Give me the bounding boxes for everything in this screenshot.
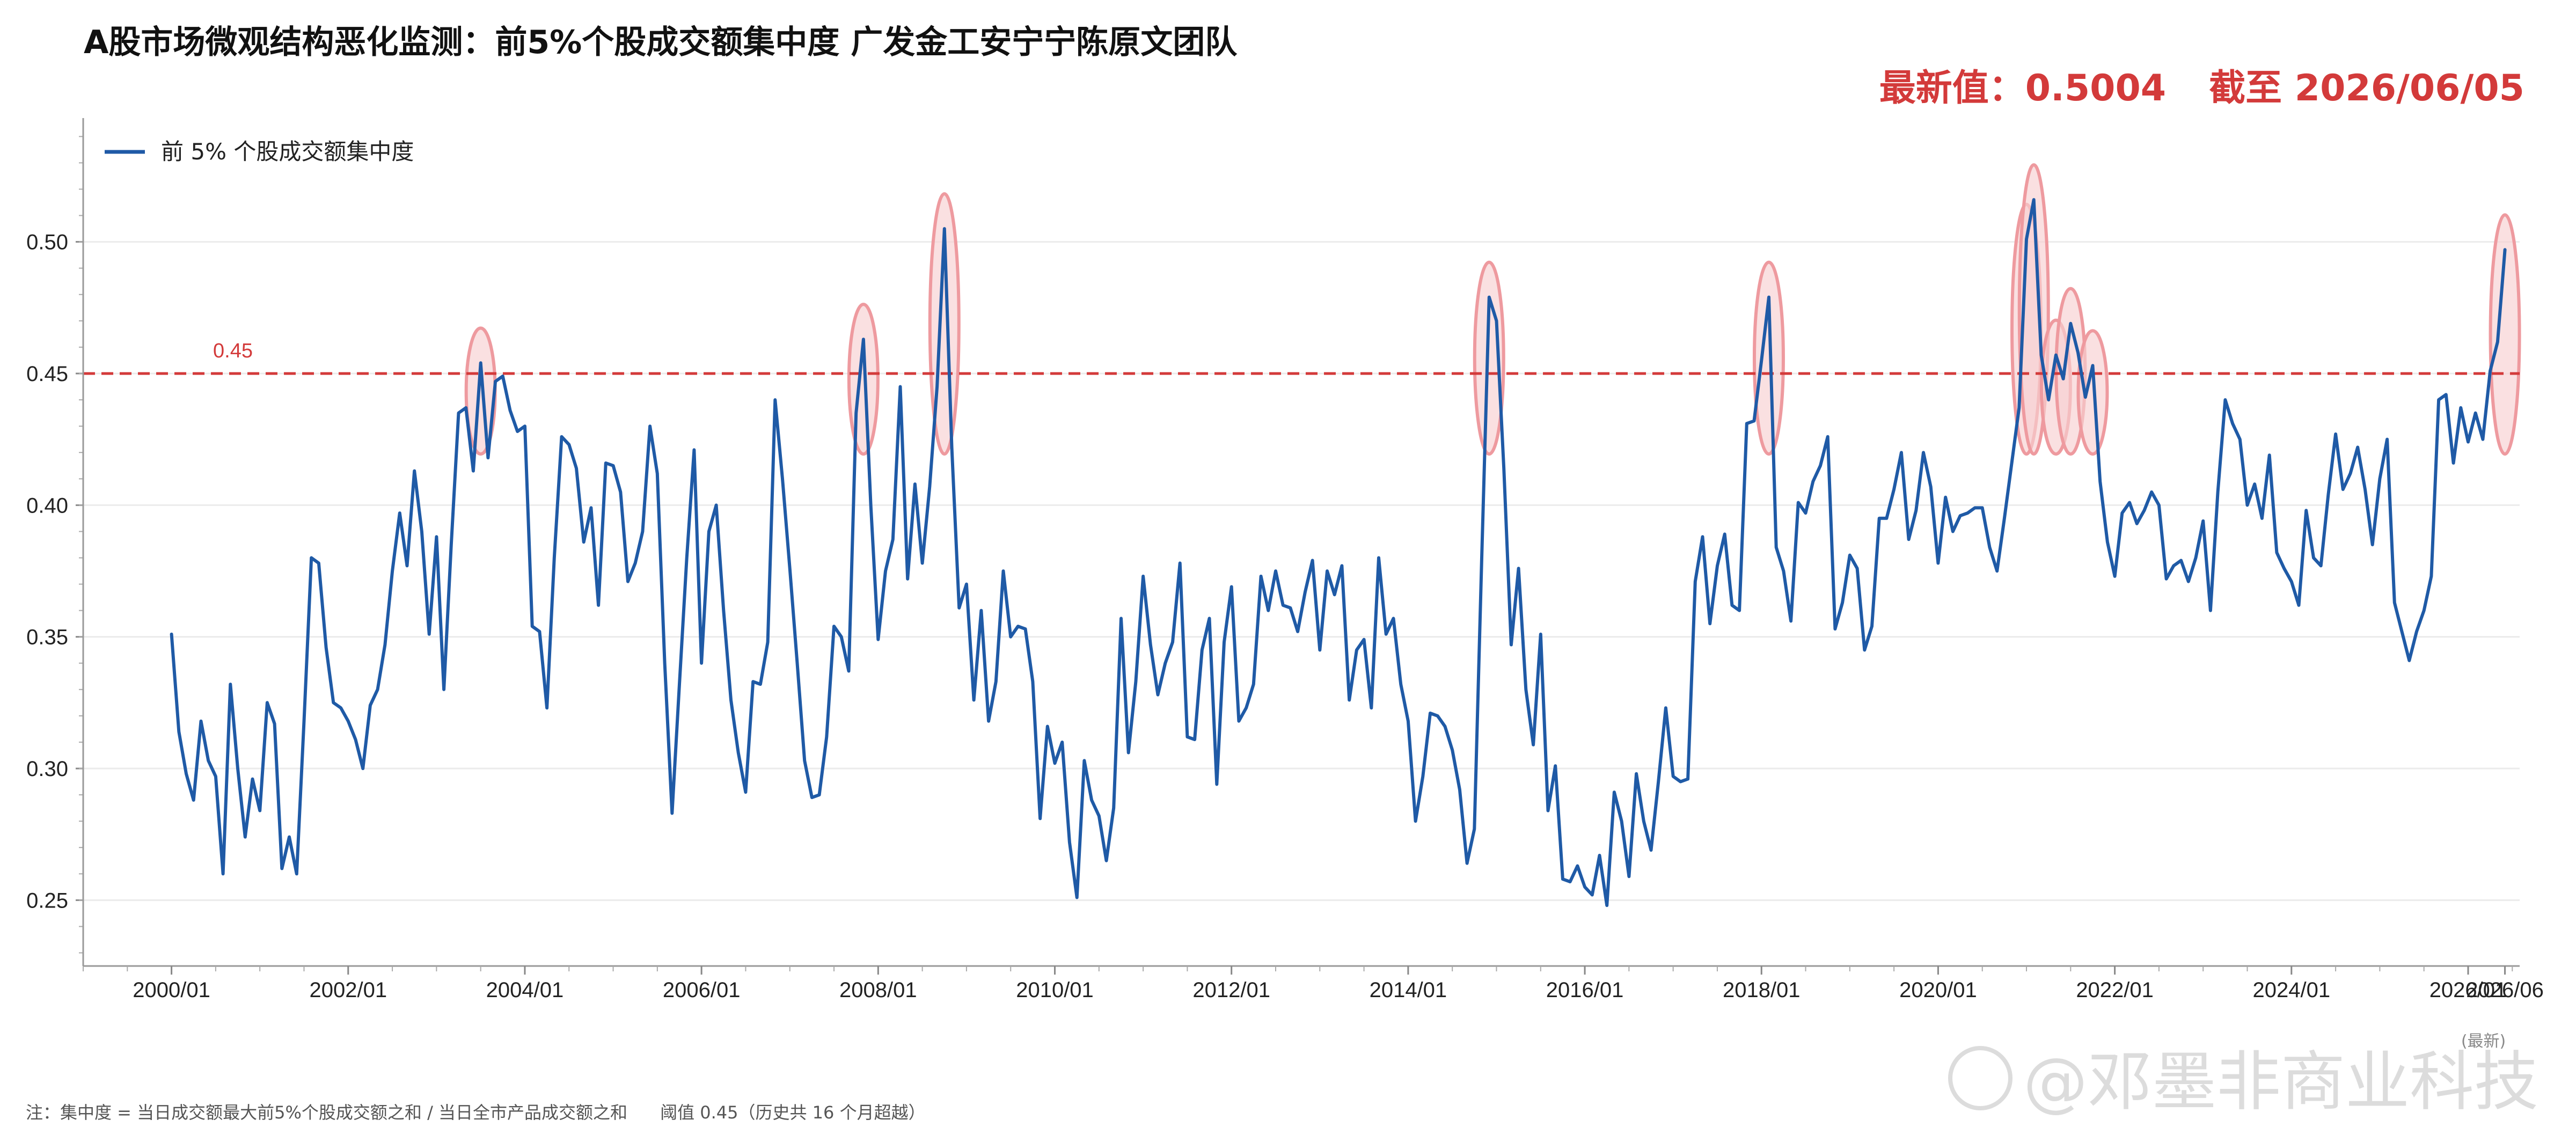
x-tick-label: 2026/06 (2466, 978, 2544, 1002)
x-tick-label: 2024/01 (2253, 978, 2331, 1002)
x-tick-label: 2012/01 (1192, 978, 1270, 1002)
y-tick-label: 0.40 (26, 494, 68, 517)
x-tick-label: 2022/01 (2076, 978, 2154, 1002)
highlight-ellipse (1752, 260, 1785, 456)
highlight-ellipses (464, 163, 2521, 456)
x-tick-label: 2018/01 (1723, 978, 1801, 1002)
x-tick-label: 2010/01 (1016, 978, 1094, 1002)
latest-tag: (最新) (2461, 1032, 2506, 1051)
highlight-ellipse (847, 303, 880, 456)
highlight-ellipse (2076, 329, 2109, 456)
watermark: @邓墨非商业科技 (1948, 1029, 2538, 1123)
highlight-ellipse (1473, 260, 1505, 456)
x-tick-label: 2004/01 (486, 978, 564, 1002)
x-tick-label: 2016/01 (1546, 978, 1624, 1002)
x-tick-label: 2002/01 (309, 978, 387, 1002)
y-tick-label: 0.30 (26, 757, 68, 781)
series-line-group (170, 198, 2507, 908)
as-of-date: 截至 2026/06/05 (2209, 67, 2524, 109)
highlight-ellipse (2489, 213, 2521, 456)
latest-value: 最新值：0.5004 (1879, 67, 2167, 109)
latest-value-readout: 最新值：0.5004 截至 2026/06/05 (1879, 58, 2524, 111)
y-tick-label: 0.25 (26, 889, 68, 912)
x-tick-label: 2014/01 (1370, 978, 1447, 1002)
footnote: 注：集中度 = 当日成交额最大前5%个股成交额之和 / 当日全市产品成交额之和 … (26, 1102, 926, 1123)
x-tick-label: 2008/01 (839, 978, 917, 1002)
x-tick-label: 2000/01 (133, 978, 210, 1002)
x-tick-label: 2020/01 (1899, 978, 1977, 1002)
threshold-group: 0.45 (83, 340, 2520, 375)
axes: 0.25 0.30 0.35 0.40 0.45 0.50 2000/01 2002/01 20… (26, 118, 2544, 1051)
x-tick-label: 2026/01 (2429, 978, 2507, 1002)
threshold-label: 0.45 (213, 340, 253, 362)
series-line (170, 198, 2507, 908)
y-tick-label: 0.50 (26, 231, 68, 254)
legend: 前 5% 个股成交额集中度 (105, 138, 414, 165)
x-tick-label: 2006/01 (663, 978, 741, 1002)
y-tick-label: 0.35 (26, 626, 68, 649)
weibo-logo-icon (1948, 1046, 2012, 1110)
watermark-text: @邓墨非商业科技 (2023, 1045, 2538, 1119)
y-tick-label: 0.45 (26, 362, 68, 386)
legend-label: 前 5% 个股成交额集中度 (161, 138, 414, 165)
chart-title: A股市场微观结构恶化监测：前5%个股成交额集中度 广发金工安宁宁陈原文团队 (84, 24, 1238, 61)
